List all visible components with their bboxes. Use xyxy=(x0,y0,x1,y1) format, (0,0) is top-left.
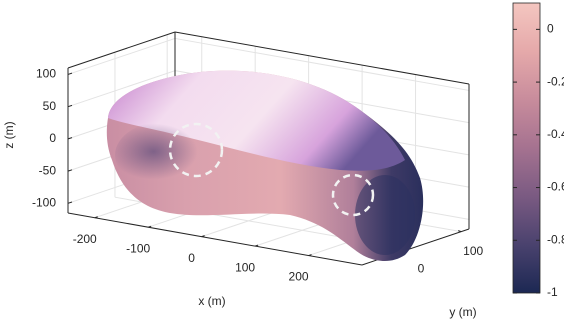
y-axis-label: y (m) xyxy=(449,305,476,319)
x-tick xyxy=(201,235,205,238)
axis-edge xyxy=(174,31,470,85)
grid-line xyxy=(174,37,470,91)
z-tick-label: 100 xyxy=(36,67,56,81)
z-tick xyxy=(67,137,73,140)
x-tick xyxy=(94,216,98,219)
highlight-circle xyxy=(168,122,224,178)
colorbar: 0 -0.2 -0.4 -0.6 -0.8 -1 xyxy=(512,2,564,299)
axis-edge xyxy=(67,31,176,69)
colorbar-tick-label: -0.8 xyxy=(547,232,564,246)
z-tick-label: -50 xyxy=(39,163,57,177)
cloud-shade xyxy=(355,175,415,255)
x-tick xyxy=(254,244,259,247)
z-tick-label: 0 xyxy=(49,131,56,145)
colorbar-tick-label: -0.2 xyxy=(547,74,564,88)
grid-line xyxy=(67,70,176,108)
x-tick-label: 0 xyxy=(188,251,195,265)
x-axis-label: x (m) xyxy=(198,294,225,308)
point-cloud xyxy=(106,70,424,262)
x-tick-label: 200 xyxy=(289,270,309,284)
colorbar-fill xyxy=(512,2,541,294)
colorbar-tick-label: -0.4 xyxy=(547,127,564,141)
cloud-top xyxy=(108,70,405,171)
x-tick-label: 100 xyxy=(235,260,255,274)
z-tick-label: -100 xyxy=(32,196,56,210)
z-tick xyxy=(67,201,73,204)
colorbar-tick-label: -0.6 xyxy=(547,180,564,194)
highlight-circle xyxy=(331,173,375,217)
z-tick xyxy=(67,169,73,172)
grid-line xyxy=(67,37,176,75)
z-tick xyxy=(67,72,73,75)
z-axis-label: z (m) xyxy=(2,121,16,148)
x-tick xyxy=(148,225,152,228)
y-tick xyxy=(458,230,462,233)
y-tick-label: 100 xyxy=(463,244,483,258)
x-tick xyxy=(308,254,312,257)
colorbar-tick-label: -1 xyxy=(547,285,558,299)
axis-edge xyxy=(67,212,363,266)
y-tick-label: 0 xyxy=(418,261,425,275)
x-tick-label: -100 xyxy=(126,241,150,255)
z-tick-label: 50 xyxy=(43,99,57,113)
z-tick xyxy=(67,104,73,108)
colorbar-tick-label: 0 xyxy=(547,22,554,36)
x-tick-label: -200 xyxy=(73,232,97,246)
